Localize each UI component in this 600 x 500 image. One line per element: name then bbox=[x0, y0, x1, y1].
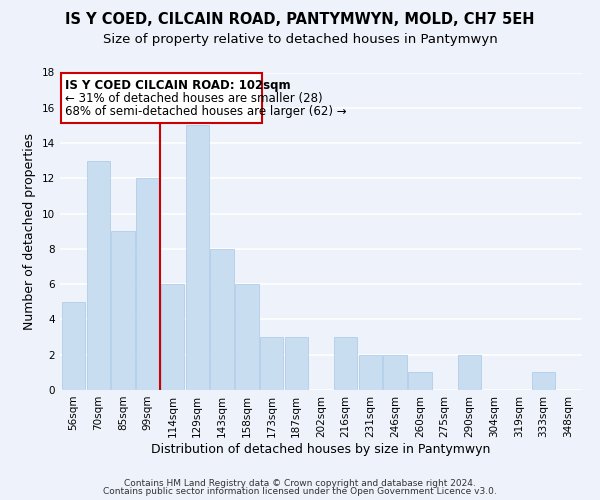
Bar bbox=[161, 284, 184, 390]
Bar bbox=[383, 354, 407, 390]
Bar bbox=[210, 249, 234, 390]
Text: Contains public sector information licensed under the Open Government Licence v3: Contains public sector information licen… bbox=[103, 487, 497, 496]
Text: ← 31% of detached houses are smaller (28): ← 31% of detached houses are smaller (28… bbox=[65, 92, 323, 105]
Bar bbox=[359, 354, 382, 390]
Text: 68% of semi-detached houses are larger (62) →: 68% of semi-detached houses are larger (… bbox=[65, 105, 347, 118]
Bar bbox=[235, 284, 259, 390]
Y-axis label: Number of detached properties: Number of detached properties bbox=[23, 132, 37, 330]
Text: Contains HM Land Registry data © Crown copyright and database right 2024.: Contains HM Land Registry data © Crown c… bbox=[124, 478, 476, 488]
Text: IS Y COED CILCAIN ROAD: 102sqm: IS Y COED CILCAIN ROAD: 102sqm bbox=[65, 78, 290, 92]
Bar bbox=[284, 337, 308, 390]
Bar bbox=[136, 178, 160, 390]
FancyBboxPatch shape bbox=[61, 72, 262, 123]
Bar bbox=[260, 337, 283, 390]
Bar bbox=[86, 160, 110, 390]
Bar bbox=[185, 126, 209, 390]
Bar bbox=[532, 372, 556, 390]
Text: IS Y COED, CILCAIN ROAD, PANTYMWYN, MOLD, CH7 5EH: IS Y COED, CILCAIN ROAD, PANTYMWYN, MOLD… bbox=[65, 12, 535, 28]
Bar bbox=[408, 372, 432, 390]
Bar bbox=[62, 302, 85, 390]
Bar bbox=[112, 231, 135, 390]
Bar bbox=[334, 337, 358, 390]
Bar bbox=[458, 354, 481, 390]
Text: Size of property relative to detached houses in Pantymwyn: Size of property relative to detached ho… bbox=[103, 32, 497, 46]
X-axis label: Distribution of detached houses by size in Pantymwyn: Distribution of detached houses by size … bbox=[151, 442, 491, 456]
